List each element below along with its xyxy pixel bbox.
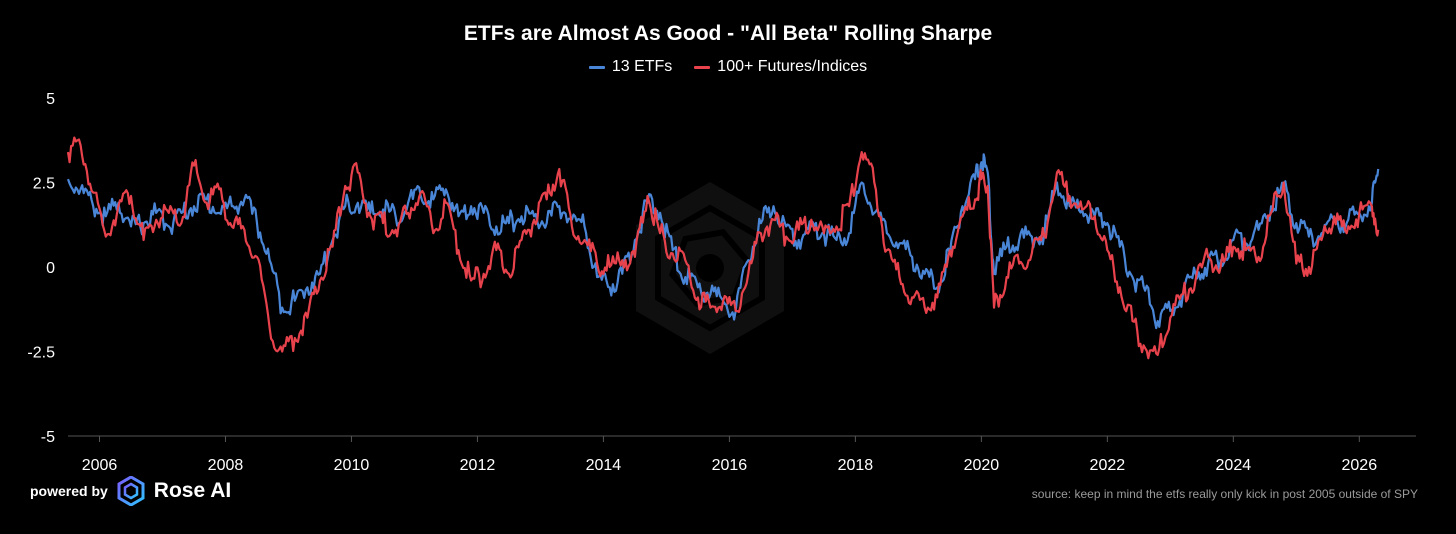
y-tick-label: 0 (46, 260, 55, 277)
x-tick-label: 2020 (964, 457, 1000, 474)
watermark-logo (636, 182, 784, 354)
x-tick-label: 2018 (838, 457, 874, 474)
footer-brand: powered by Rose AI (30, 476, 231, 506)
legend: 13 ETFs 100+ Futures/Indices (0, 58, 1456, 76)
y-tick-label: -2.5 (27, 345, 55, 362)
x-axis: 2006 2008 2010 2012 2014 2016 2018 2020 2022 2024… (82, 436, 1378, 474)
legend-item-futures[interactable]: 100+ Futures/Indices (694, 58, 867, 76)
chart-title: ETFs are Almost As Good - "All Beta" Rol… (463, 22, 993, 45)
y-tick-label: 2.5 (33, 176, 55, 193)
y-tick-label: 5 (46, 91, 55, 108)
source-note: source: keep in mind the etfs really onl… (1031, 487, 1418, 501)
x-tick-label: 2006 (82, 457, 118, 474)
x-tick-label: 2022 (1090, 457, 1126, 474)
y-tick-label: -5 (41, 429, 55, 446)
y-axis: 5 2.5 0 -2.5 -5 (27, 91, 55, 446)
x-tick-label: 2026 (1342, 457, 1378, 474)
powered-by-label: powered by (30, 483, 108, 499)
x-tick-label: 2010 (334, 457, 370, 474)
x-tick-label: 2016 (712, 457, 748, 474)
legend-label-futures: 100+ Futures/Indices (717, 58, 868, 75)
legend-swatch-etfs (588, 65, 605, 69)
x-tick-label: 2012 (460, 457, 496, 474)
series-line-futures (66, 136, 1380, 360)
brand-name: Rose AI (153, 479, 232, 502)
rose-ai-logo-icon (117, 476, 145, 506)
legend-swatch-futures (694, 65, 711, 69)
x-tick-label: 2008 (208, 457, 244, 474)
legend-label-etfs: 13 ETFs (611, 58, 673, 75)
legend-item-etfs[interactable]: 13 ETFs (588, 58, 673, 76)
x-tick-label: 2024 (1216, 457, 1252, 474)
x-tick-label: 2014 (586, 457, 622, 474)
